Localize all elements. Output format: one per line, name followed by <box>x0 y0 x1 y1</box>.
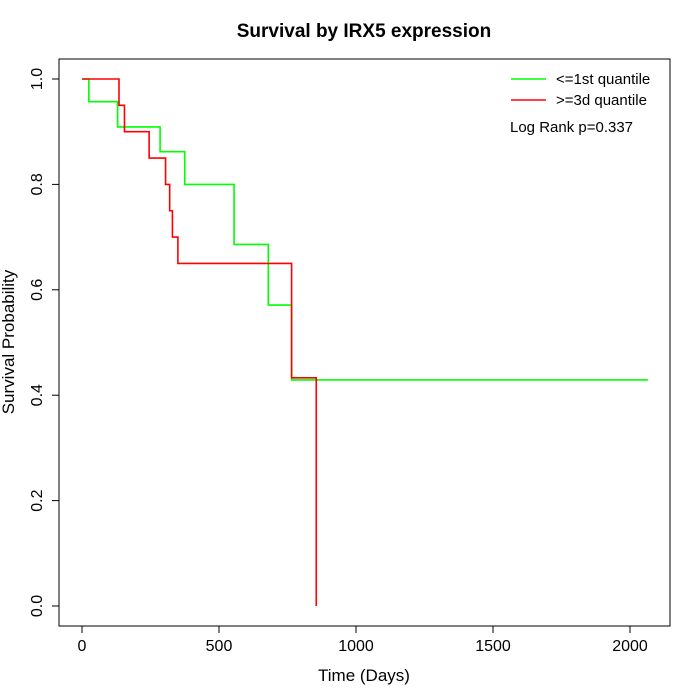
x-axis-label: Time (Days) <box>318 666 410 685</box>
legend-label-2: >=3d quantile <box>556 92 647 109</box>
x-tick-label: 2000 <box>612 638 648 655</box>
y-tick-label: 0.6 <box>29 279 46 301</box>
series-layer <box>82 78 648 606</box>
x-tick-label: 1000 <box>338 638 374 655</box>
legend: <=1st quantile >=3d quantile <box>511 71 650 109</box>
plot-frame <box>58 58 671 627</box>
x-tick-label: 1500 <box>475 638 511 655</box>
y-tick-label: 0.0 <box>29 595 46 617</box>
x-tick-label: 500 <box>206 638 233 655</box>
y-axis: 0.0 0.2 0.4 0.6 0.8 1.0 <box>29 68 59 617</box>
y-tick-label: 1.0 <box>29 68 46 90</box>
log-rank-annotation: Log Rank p=0.337 <box>510 119 633 136</box>
legend-label-1: <=1st quantile <box>556 71 650 88</box>
series-line-2 <box>82 78 318 606</box>
x-axis: 0 500 1000 1500 2000 <box>78 626 648 655</box>
series-line-1 <box>82 78 648 381</box>
y-tick-label: 0.2 <box>29 489 46 511</box>
chart-title: Survival by IRX5 expression <box>237 21 492 42</box>
x-tick-label: 0 <box>78 638 87 655</box>
y-tick-label: 0.8 <box>29 173 46 195</box>
y-tick-label: 0.4 <box>29 384 46 406</box>
y-axis-label: Survival Probability <box>0 269 18 414</box>
